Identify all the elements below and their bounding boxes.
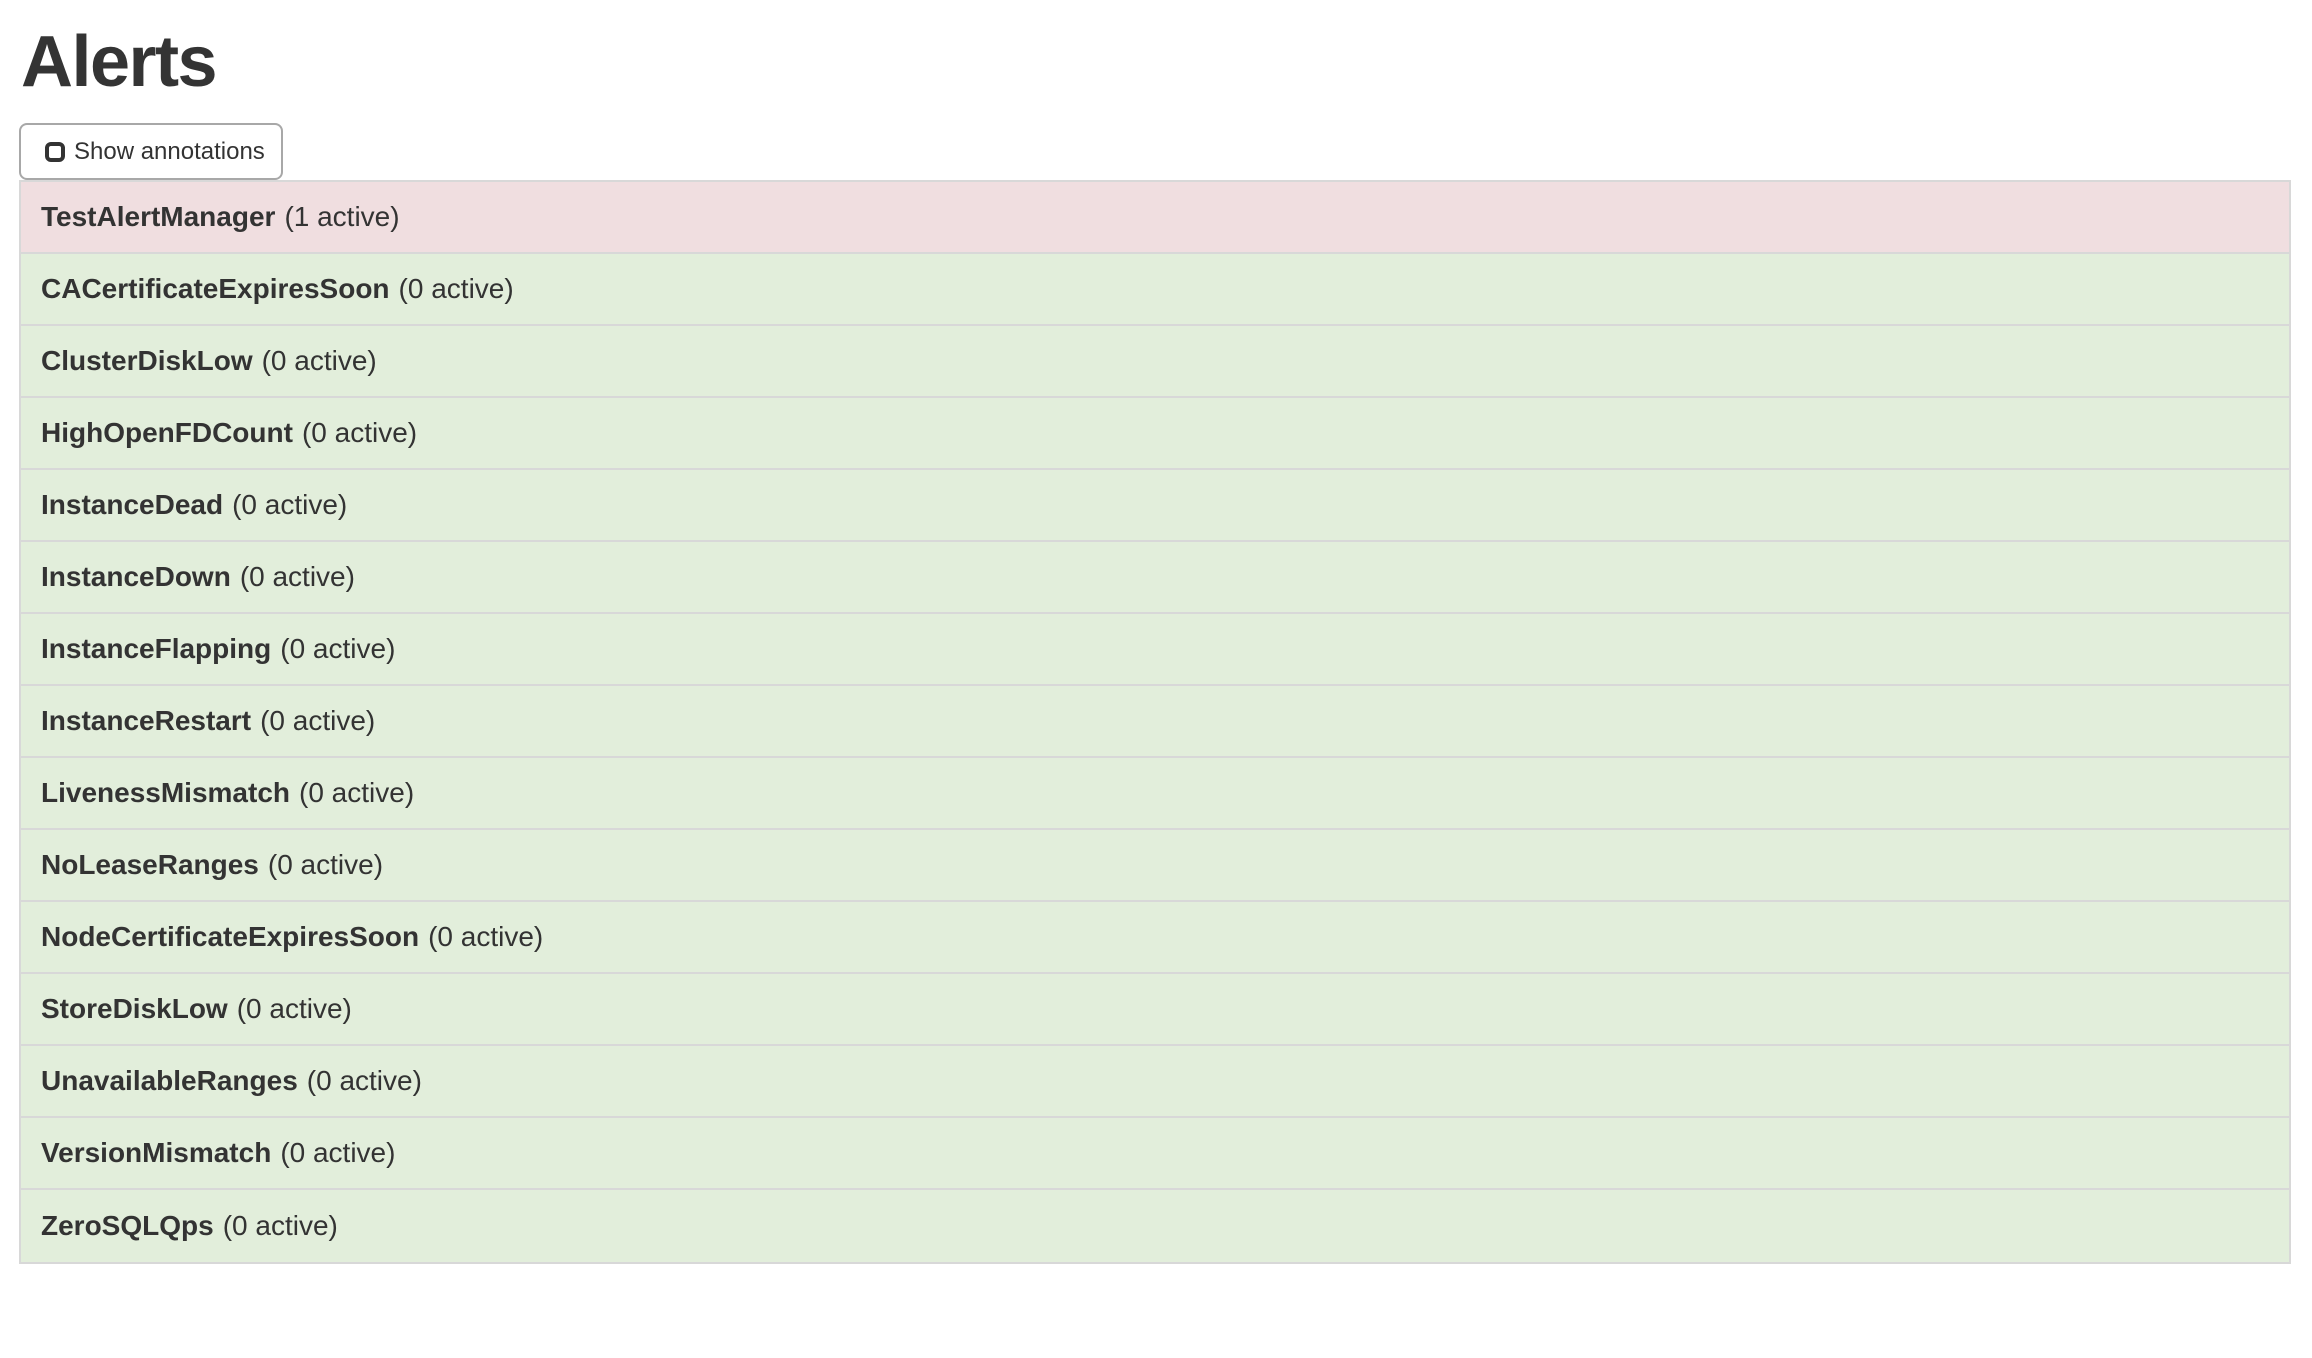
alert-rule-name: InstanceDead [41,489,224,520]
alert-row[interactable]: InstanceRestart (0 active) [21,686,2289,758]
alert-rule-name: TestAlertManager [41,201,276,232]
unchecked-checkbox-icon [45,141,65,162]
alerts-page: Alerts Show annotations TestAlertManager… [0,26,2312,1264]
alert-row[interactable]: ClusterDiskLow (0 active) [21,326,2289,398]
alert-active-count: (0 active) [299,777,415,808]
page-title: Alerts [21,22,218,102]
alert-row[interactable]: HighOpenFDCount (0 active) [21,398,2289,470]
alert-rule-name: ZeroSQLQps [41,1210,214,1241]
alert-rule-name: StoreDiskLow [41,993,228,1024]
alert-active-count: (0 active) [280,1137,396,1168]
alert-rule-name: HighOpenFDCount [41,417,293,448]
alert-row[interactable]: CACertificateExpiresSoon (0 active) [21,254,2289,326]
alert-active-count: (0 active) [232,489,348,520]
alert-active-count: (1 active) [284,201,400,232]
alert-active-count: (0 active) [222,1210,338,1241]
alert-rule-name: NoLeaseRanges [41,849,259,880]
alert-active-count: (0 active) [267,849,384,880]
alert-row[interactable]: StoreDiskLow (0 active) [21,974,2289,1046]
alert-active-count: (0 active) [301,417,418,448]
alert-active-count: (0 active) [261,345,377,376]
alert-row[interactable]: LivenessMismatch (0 active) [21,758,2289,830]
alert-active-count: (0 active) [306,1065,422,1096]
alert-row[interactable]: InstanceFlapping (0 active) [21,614,2289,686]
alert-row[interactable]: NoLeaseRanges (0 active) [21,830,2289,902]
alert-rule-name: UnavailableRanges [41,1065,298,1096]
alert-rule-name: NodeCertificateExpiresSoon [41,921,420,952]
alert-active-count: (0 active) [280,633,396,664]
alert-list: TestAlertManager (1 active) CACertificateE… [19,180,2291,1264]
alert-rule-name: InstanceDown [41,561,231,592]
alert-rule-name: ClusterDiskLow [41,345,253,376]
alert-rule-name: VersionMismatch [41,1137,272,1168]
alert-row[interactable]: TestAlertManager (1 active) [21,182,2289,254]
alert-active-count: (0 active) [236,993,352,1024]
alert-row[interactable]: UnavailableRanges (0 active) [21,1046,2289,1118]
alert-rule-name: CACertificateExpiresSoon [41,273,390,304]
alert-row[interactable]: InstanceDown (0 active) [21,542,2289,614]
alert-rule-name: LivenessMismatch [41,777,290,808]
alert-active-count: (0 active) [398,273,514,304]
alert-active-count: (0 active) [428,921,544,952]
alert-row[interactable]: ZeroSQLQps (0 active) [21,1190,2289,1262]
alert-row[interactable]: InstanceDead (0 active) [21,470,2289,542]
alert-rule-name: InstanceRestart [41,705,252,736]
alert-active-count: (0 active) [260,705,376,736]
alert-active-count: (0 active) [239,561,355,592]
alert-row[interactable]: NodeCertificateExpiresSoon (0 active) [21,902,2289,974]
alert-rule-name: InstanceFlapping [41,633,272,664]
show-annotations-button[interactable]: Show annotations [19,123,283,180]
alert-row[interactable]: VersionMismatch (0 active) [21,1118,2289,1190]
show-annotations-label: Show annotations [74,137,265,165]
